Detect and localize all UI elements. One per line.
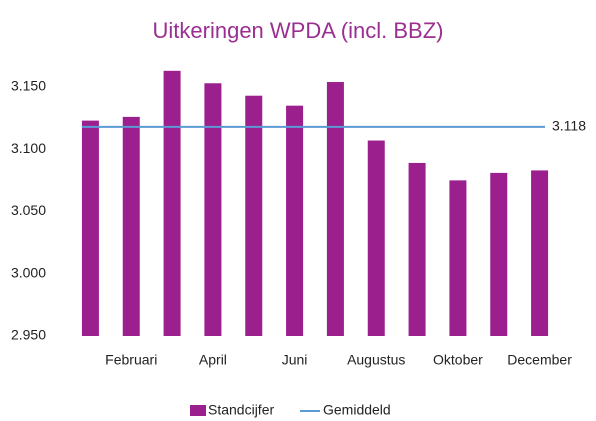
- bar: [408, 162, 426, 336]
- x-tick-label: Augustus: [347, 352, 405, 368]
- x-tick-label: December: [507, 352, 572, 368]
- bar: [367, 140, 385, 336]
- bar: [204, 83, 222, 336]
- bar: [531, 170, 549, 336]
- bar: [122, 116, 140, 336]
- bar: [81, 120, 99, 337]
- y-tick-label: 2.950: [11, 327, 46, 343]
- chart-title: Uitkeringen WPDA (incl. BBZ): [153, 18, 444, 43]
- y-tick-label: 3.000: [11, 264, 46, 280]
- x-tick-label: Februari: [105, 352, 157, 368]
- y-tick-label: 3.100: [11, 140, 46, 156]
- data-label: 3.118: [552, 118, 586, 134]
- bar: [245, 95, 263, 336]
- x-tick-label: Oktober: [433, 352, 483, 368]
- bar: [490, 172, 508, 336]
- x-tick-label: April: [199, 352, 227, 368]
- legend-swatch: [190, 405, 206, 416]
- bar: [326, 82, 344, 337]
- bar: [286, 105, 304, 336]
- bar: [163, 70, 181, 336]
- legend-label: Gemiddeld: [323, 402, 391, 418]
- x-tick-label: Juni: [282, 352, 308, 368]
- bar: [449, 180, 467, 336]
- legend-label: Standcijfer: [208, 402, 274, 418]
- y-tick-label: 3.050: [11, 202, 46, 218]
- y-tick-label: 3.150: [11, 78, 46, 94]
